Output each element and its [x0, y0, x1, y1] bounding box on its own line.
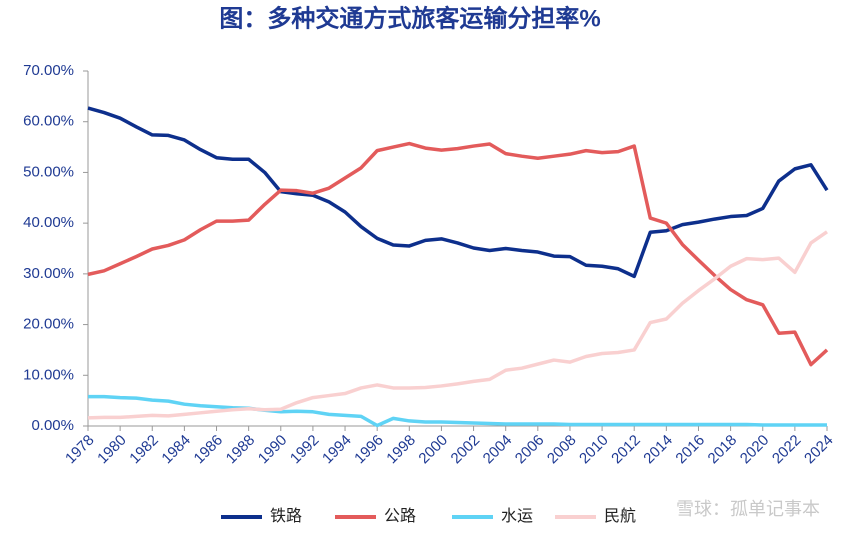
series-line	[88, 394, 827, 428]
watermark: 雪球：孤单记事本	[676, 499, 820, 519]
x-tick-label: 2010	[576, 432, 612, 468]
y-tick-label: 40.00%	[23, 214, 74, 231]
x-tick-label: 2018	[705, 432, 741, 468]
y-tick-label: 60.00%	[23, 113, 74, 130]
y-tick-label: 10.00%	[23, 366, 74, 383]
x-tick-label: 1992	[287, 432, 323, 468]
legend-label: 民航	[604, 507, 636, 525]
x-tick-label: 2024	[801, 432, 837, 468]
x-tick-label: 1980	[94, 432, 130, 468]
x-tick-label: 1982	[126, 432, 162, 468]
x-tick-label: 2012	[608, 432, 644, 468]
x-tick-label: 2016	[672, 432, 708, 468]
x-tick-label: 1998	[383, 432, 419, 468]
x-tick-label: 1990	[255, 432, 291, 468]
legend-label: 公路	[384, 507, 416, 525]
x-tick-label: 2020	[737, 432, 773, 468]
y-tick-label: 30.00%	[23, 265, 74, 282]
x-tick-label: 2006	[512, 432, 548, 468]
y-tick-label: 20.00%	[23, 316, 74, 333]
x-tick-label: 1984	[158, 432, 194, 468]
x-tick-label: 1986	[191, 432, 227, 468]
y-tick-label: 0.00%	[31, 417, 74, 434]
series-line	[87, 141, 829, 367]
legend-label: 铁路	[270, 507, 302, 525]
x-tick-label: 2004	[480, 432, 516, 468]
y-tick-label: 70.00%	[23, 62, 74, 79]
x-tick-label: 2000	[415, 432, 451, 468]
x-tick-label: 2022	[769, 432, 805, 468]
x-tick-label: 1988	[223, 432, 259, 468]
series-line	[87, 106, 829, 279]
legend-label: 水运	[501, 507, 533, 525]
series-line	[87, 230, 828, 420]
x-tick-label: 1996	[351, 432, 387, 468]
y-tick-label: 50.00%	[23, 163, 74, 180]
x-tick-label: 2008	[544, 432, 580, 468]
chart-title: 图：多种交通方式旅客运输分担率%	[219, 4, 600, 32]
x-tick-label: 2002	[448, 432, 484, 468]
x-tick-label: 1978	[62, 432, 98, 468]
x-tick-label: 2014	[640, 432, 676, 468]
x-tick-label: 1994	[319, 432, 355, 468]
